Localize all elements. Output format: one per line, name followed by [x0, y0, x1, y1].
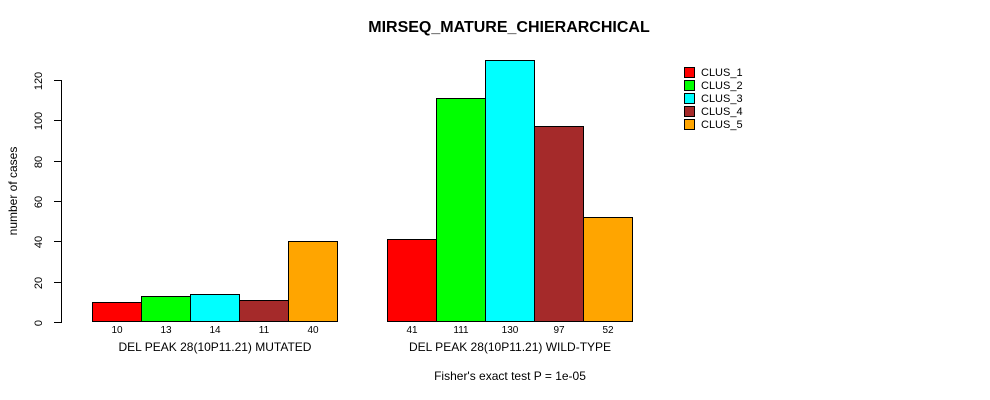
legend-swatch-clus-5	[684, 119, 695, 130]
bar-clus-1-del-peak-28-10p11-21-wild-type	[387, 239, 437, 322]
bar-clus-3-del-peak-28-10p11-21-mutated	[190, 294, 240, 322]
bar-clus-5-del-peak-28-10p11-21-mutated	[288, 241, 338, 322]
legend-row-clus-4: CLUS_4	[684, 105, 743, 118]
y-tick-40	[54, 241, 61, 242]
bar-clus-1-del-peak-28-10p11-21-mutated	[92, 302, 142, 322]
y-tick-label-100: 100	[33, 111, 45, 130]
y-tick-label-40: 40	[33, 235, 45, 248]
bar-value-clus-4-del-peak-28-10p11-21-wild-type: 97	[553, 325, 565, 336]
legend-label-clus-2: CLUS_2	[701, 79, 743, 92]
footnote-fisher-test: Fisher's exact test P = 1e-05	[434, 369, 586, 383]
y-axis-label: number of cases	[6, 146, 20, 236]
y-axis-line	[61, 80, 62, 323]
legend-label-clus-1: CLUS_1	[701, 66, 743, 79]
legend-row-clus-3: CLUS_3	[684, 92, 743, 105]
legend-swatch-clus-2	[684, 80, 695, 91]
y-tick-label-80: 80	[33, 155, 45, 168]
group-label-del-peak-28-10p11-21-mutated: DEL PEAK 28(10P11.21) MUTATED	[118, 340, 312, 354]
bar-clus-3-del-peak-28-10p11-21-wild-type	[485, 60, 535, 322]
chart-title: MIRSEQ_MATURE_CHIERARCHICAL	[368, 19, 650, 36]
legend-swatch-clus-3	[684, 93, 695, 104]
y-tick-label-120: 120	[33, 71, 45, 90]
legend-label-clus-5: CLUS_5	[701, 118, 743, 131]
bar-value-clus-2-del-peak-28-10p11-21-mutated: 13	[160, 325, 172, 336]
y-tick-120	[54, 80, 61, 81]
y-tick-label-20: 20	[33, 276, 45, 289]
group-label-del-peak-28-10p11-21-wild-type: DEL PEAK 28(10P11.21) WILD-TYPE	[408, 340, 612, 354]
y-tick-20	[54, 282, 61, 283]
bar-clus-4-del-peak-28-10p11-21-wild-type	[534, 126, 584, 322]
legend-row-clus-5: CLUS_5	[684, 118, 743, 131]
y-tick-label-0: 0	[33, 319, 45, 326]
bar-value-clus-1-del-peak-28-10p11-21-mutated: 10	[111, 325, 123, 336]
bar-value-clus-2-del-peak-28-10p11-21-wild-type: 111	[453, 325, 469, 336]
y-tick-label-60: 60	[33, 195, 45, 208]
legend-row-clus-1: CLUS_1	[684, 66, 743, 79]
bar-clus-4-del-peak-28-10p11-21-mutated	[239, 300, 289, 322]
legend-label-clus-4: CLUS_4	[701, 105, 743, 118]
legend-swatch-clus-1	[684, 67, 695, 78]
bar-value-clus-3-del-peak-28-10p11-21-wild-type: 130	[501, 325, 519, 336]
bar-value-clus-4-del-peak-28-10p11-21-mutated: 11	[258, 325, 270, 336]
y-tick-0	[54, 322, 61, 323]
legend: CLUS_1 CLUS_2 CLUS_3 CLUS_4 CLUS_5	[684, 66, 743, 131]
bar-value-clus-5-del-peak-28-10p11-21-wild-type: 52	[602, 325, 614, 336]
bar-value-clus-1-del-peak-28-10p11-21-wild-type: 41	[406, 325, 418, 336]
legend-swatch-clus-4	[684, 106, 695, 117]
y-tick-100	[54, 120, 61, 121]
bar-value-clus-3-del-peak-28-10p11-21-mutated: 14	[209, 325, 221, 336]
bar-clus-2-del-peak-28-10p11-21-mutated	[141, 296, 191, 322]
y-tick-80	[54, 161, 61, 162]
legend-row-clus-2: CLUS_2	[684, 79, 743, 92]
bar-clus-2-del-peak-28-10p11-21-wild-type	[436, 98, 486, 322]
y-tick-60	[54, 201, 61, 202]
bar-value-clus-5-del-peak-28-10p11-21-mutated: 40	[307, 325, 319, 336]
legend-label-clus-3: CLUS_3	[701, 92, 743, 105]
bar-clus-5-del-peak-28-10p11-21-wild-type	[583, 217, 633, 322]
